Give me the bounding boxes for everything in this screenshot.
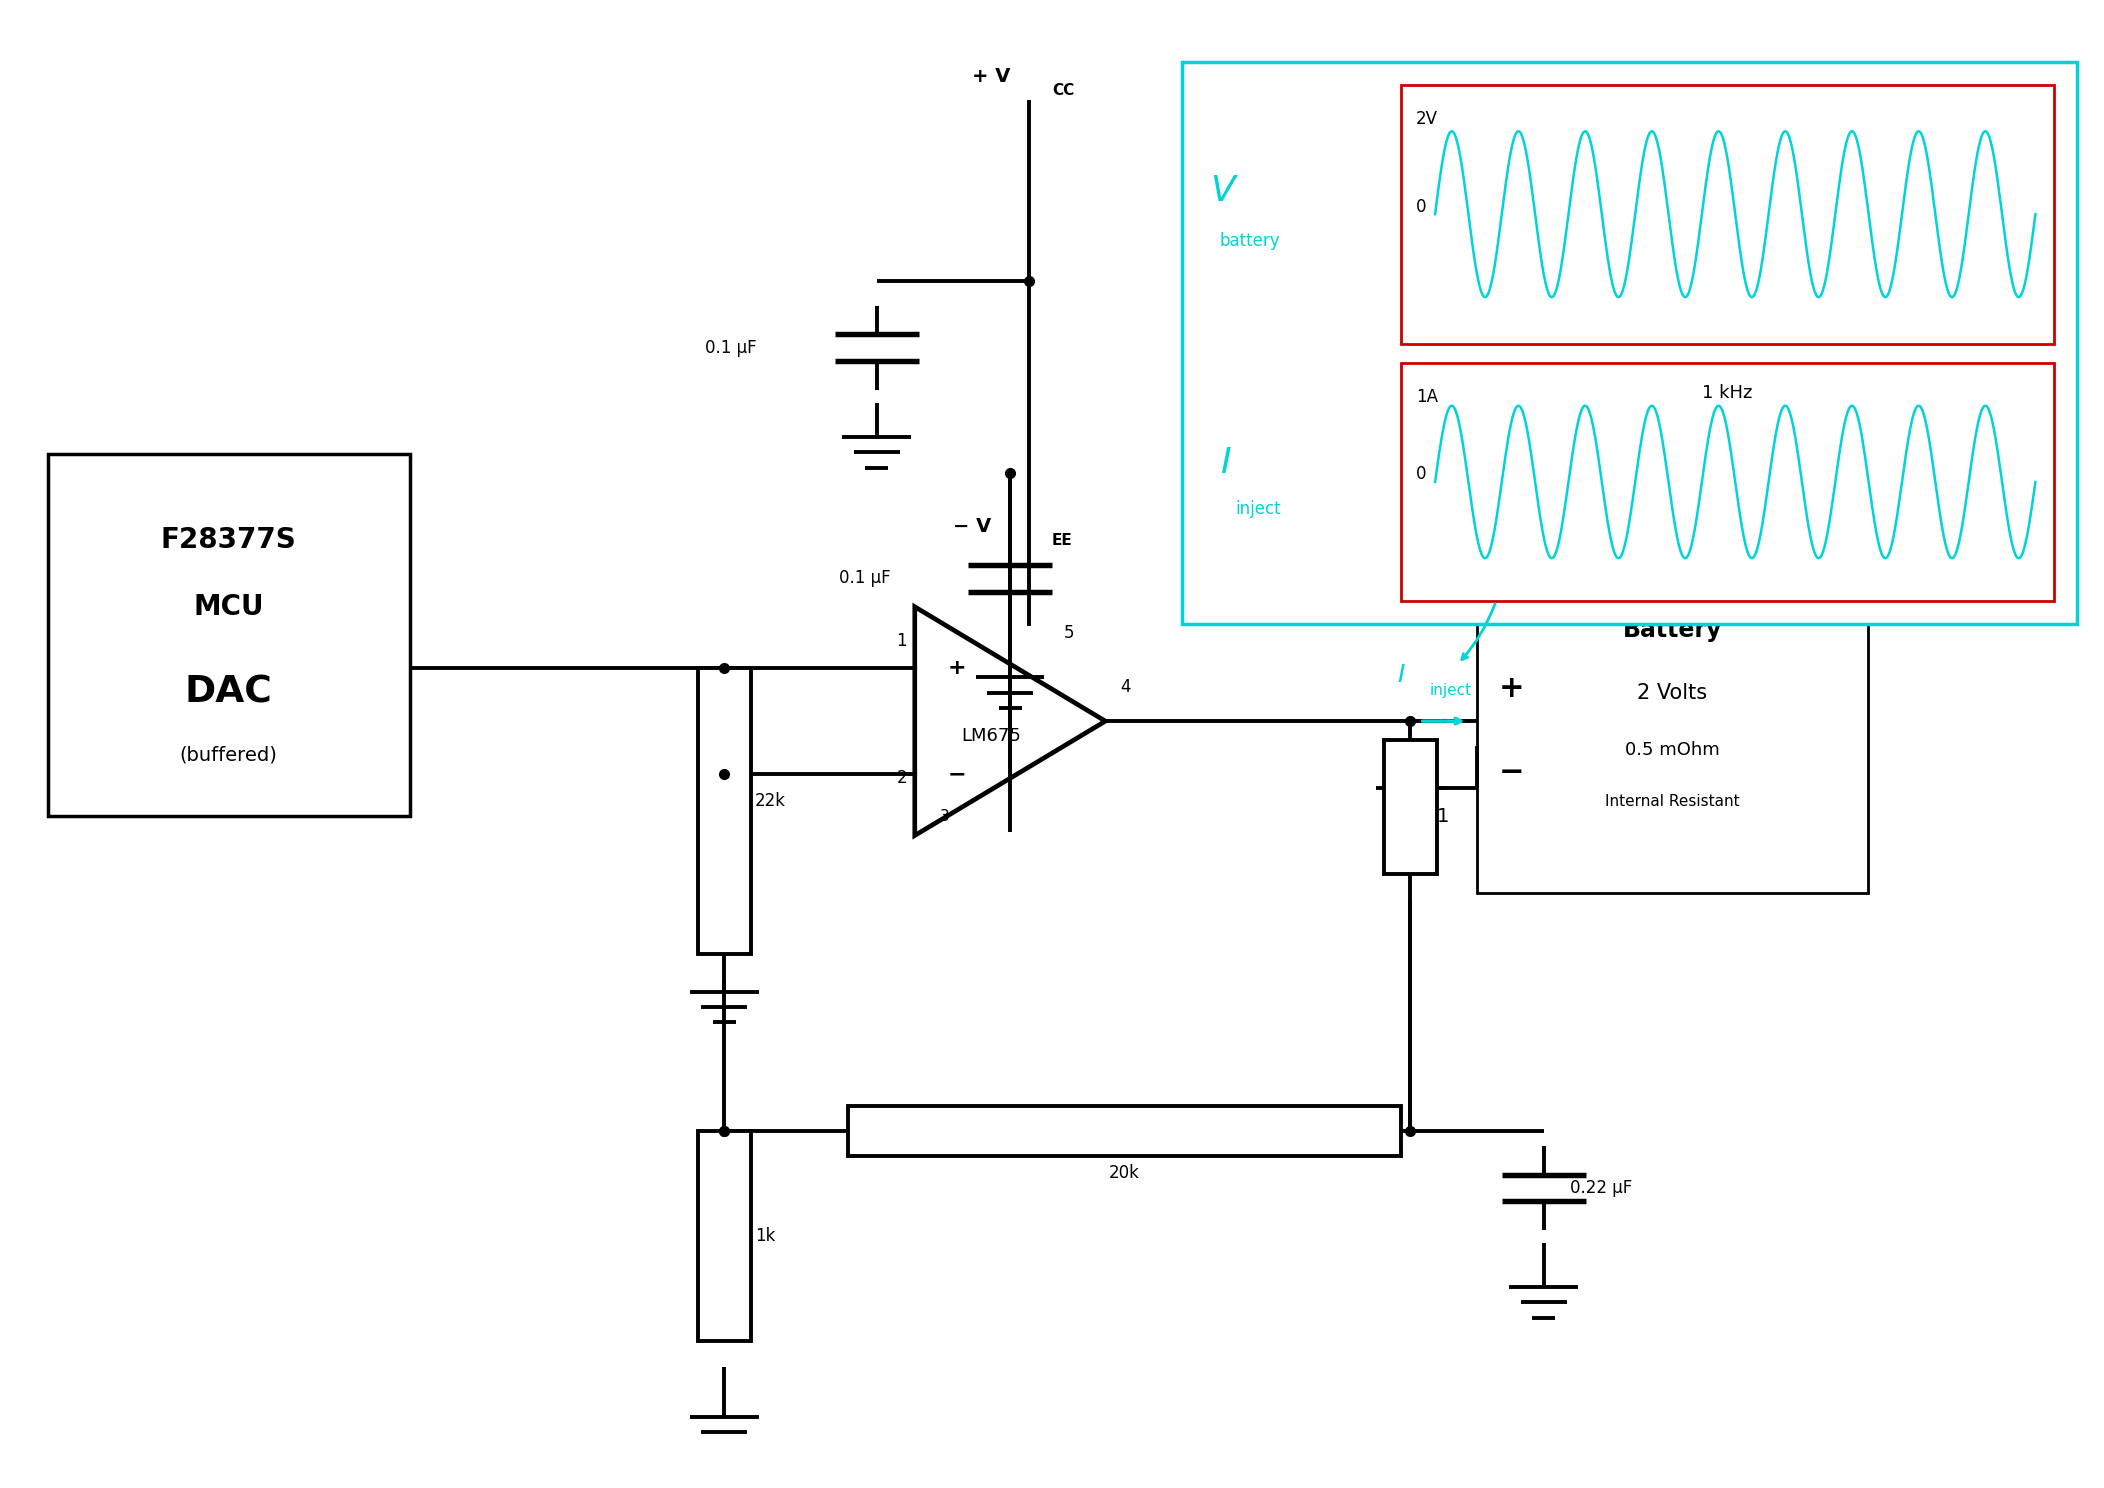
Text: −: − (1498, 757, 1523, 787)
Text: 4: 4 (1121, 679, 1132, 696)
Text: (buffered): (buffered) (179, 745, 278, 765)
Text: 20k: 20k (1109, 1164, 1140, 1181)
Text: EE: EE (1052, 533, 1073, 548)
Text: 2: 2 (896, 769, 907, 787)
Text: V: V (1210, 174, 1235, 208)
Text: inject: inject (1429, 683, 1471, 698)
Text: +: + (1498, 674, 1523, 704)
Bar (48, 454, 410, 817)
Bar (1384, 740, 1437, 873)
Text: LM675: LM675 (962, 728, 1020, 745)
Text: 0: 0 (1416, 466, 1427, 484)
Text: inject: inject (1235, 500, 1281, 518)
Bar (1401, 85, 2054, 344)
Text: DAC: DAC (185, 674, 274, 711)
Text: 2 Volts: 2 Volts (1637, 683, 1708, 702)
Bar (848, 1106, 1401, 1156)
Text: 5: 5 (1063, 625, 1073, 643)
Text: battery: battery (1220, 232, 1281, 250)
Bar (699, 668, 751, 954)
Text: 1 kHz: 1 kHz (1702, 384, 1753, 402)
Text: 1: 1 (896, 632, 907, 650)
Text: 2V: 2V (1416, 110, 1437, 128)
Bar (699, 1131, 751, 1341)
Text: MCU: MCU (194, 592, 263, 620)
Text: 1k: 1k (755, 1226, 774, 1244)
Text: + V: + V (972, 67, 1010, 86)
Text: 3: 3 (938, 809, 949, 824)
Text: −: − (947, 765, 966, 784)
Bar (1477, 568, 1868, 893)
Text: CC: CC (1052, 83, 1075, 98)
Bar (1182, 61, 2077, 623)
Text: 22k: 22k (755, 792, 785, 809)
Text: Battery: Battery (1622, 618, 1721, 641)
Text: +: + (947, 658, 966, 677)
Text: 0: 0 (1416, 198, 1427, 216)
Text: 0.1 μF: 0.1 μF (839, 570, 890, 588)
Text: 0.5 mOhm: 0.5 mOhm (1624, 741, 1719, 759)
Bar (1401, 363, 2054, 601)
Text: F28377S: F28377S (160, 527, 297, 554)
Text: − V: − V (953, 518, 991, 536)
Text: 0.1 μF: 0.1 μF (705, 339, 757, 357)
Text: 1A: 1A (1416, 388, 1437, 406)
Text: 0.22 μF: 0.22 μF (1570, 1178, 1633, 1196)
Text: Internal Resistant: Internal Resistant (1605, 793, 1740, 808)
Text: I: I (1397, 664, 1405, 687)
Text: I: I (1220, 446, 1231, 481)
Text: 1: 1 (1437, 806, 1450, 826)
